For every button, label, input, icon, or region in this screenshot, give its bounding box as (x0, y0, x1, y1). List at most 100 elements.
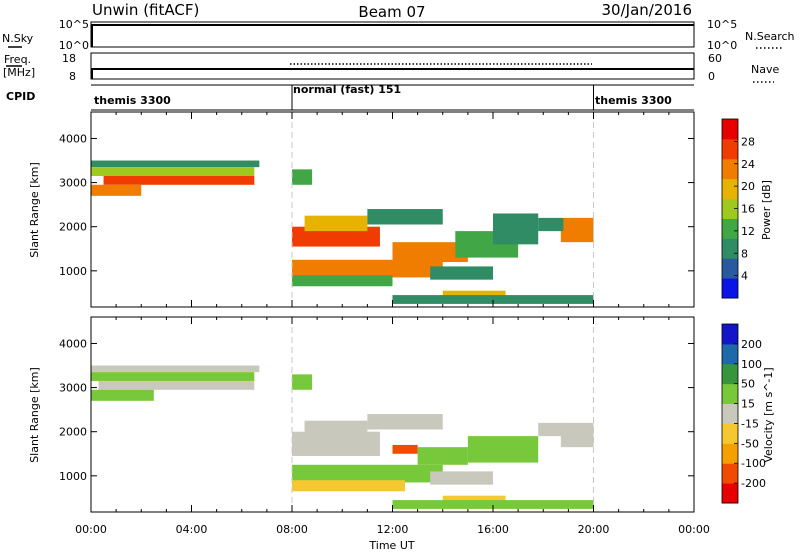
data-region (392, 500, 594, 509)
data-region (98, 380, 255, 390)
colorbar-tick-label: 15 (741, 398, 755, 411)
beam-title: Beam 07 (358, 3, 425, 21)
colorbar-swatch (722, 119, 738, 140)
data-region (91, 184, 142, 196)
data-region (292, 480, 406, 492)
data-region (91, 160, 260, 168)
cpid-dividers (291, 85, 594, 110)
data-region (538, 217, 564, 232)
time-axis-title: Time UT (368, 539, 414, 552)
power-colorbar: 28 24 20 16 12 8 4 (721, 118, 755, 299)
data-region (292, 275, 393, 287)
data-region (417, 447, 468, 465)
colorbar-swatch (722, 178, 738, 200)
power-cells (91, 160, 594, 304)
colorbar-swatch (722, 278, 738, 299)
colorbar-swatch (722, 343, 738, 365)
velocity-y-ticks: 1000 2000 3000 4000 (59, 337, 694, 483)
cpid-segment-2: normal (fast) 151 (293, 83, 401, 96)
data-region (367, 414, 443, 430)
freq-tick-top: 18 (62, 52, 76, 65)
data-region (560, 217, 594, 243)
colorbar-swatch (722, 138, 738, 160)
colorbar-tick-label: 50 (741, 378, 755, 391)
y-tick-label: 3000 (59, 177, 87, 190)
cpid-label: CPID (6, 90, 35, 103)
nsky-tick-top: 10^5 (59, 18, 89, 31)
colorbar-swatch (722, 198, 738, 219)
colorbar-tick-label: 16 (741, 203, 755, 216)
colorbar-tick-label: 12 (741, 225, 755, 238)
nave-tick-top: 60 (708, 52, 722, 65)
data-region (560, 422, 594, 448)
colorbar-swatch (722, 158, 738, 180)
colorbar-tick-label: -50 (741, 437, 759, 450)
nsearch-tick-top: 10^5 (707, 18, 737, 31)
freq-tick-bottom: 8 (69, 70, 76, 83)
power-colorbar-label: Power [dB] (760, 180, 773, 240)
colorbar-swatch (722, 238, 738, 259)
data-region (292, 169, 313, 185)
data-region (292, 431, 380, 456)
colorbar-swatch (722, 403, 738, 424)
velocity-cells (91, 365, 594, 509)
x-tick-label: 16:00 (477, 523, 509, 536)
x-tick-label: 00:00 (678, 523, 710, 536)
data-region (538, 422, 564, 437)
date-title: 30/Jan/2016 (602, 1, 693, 19)
y-tick-label: 2000 (59, 426, 87, 439)
freq-unit-label: [MHz] (3, 66, 35, 79)
colorbar-swatch (722, 383, 738, 405)
power-dividers (291, 112, 594, 307)
data-region (467, 436, 539, 463)
cpid-segment-1: themis 3300 (94, 94, 171, 107)
data-region (103, 175, 255, 185)
data-region (392, 295, 594, 304)
colorbar-tick-label: 24 (741, 158, 755, 171)
power-y-label: Slant Range [km] (28, 162, 41, 258)
colorbar-tick-label: 100 (741, 358, 762, 371)
data-region (91, 389, 154, 401)
colorbar-swatch (722, 218, 738, 239)
colorbar-swatch (722, 363, 738, 385)
colorbar-tick-label: 4 (741, 270, 748, 283)
colorbar-swatch (722, 423, 738, 444)
data-region (91, 372, 255, 381)
data-region (430, 266, 493, 280)
colorbar-tick-label: 8 (741, 247, 748, 260)
colorbar-swatch (722, 463, 738, 484)
velocity-colorbar-label: Velocity [m s^-1] (762, 367, 775, 462)
colorbar-tick-label: -15 (741, 417, 759, 430)
x-tick-label: 12:00 (377, 523, 409, 536)
colorbar-tick-label: 200 (741, 338, 762, 351)
y-tick-label: 1000 (59, 470, 87, 483)
x-tick-label: 00:00 (75, 523, 107, 536)
data-region (430, 471, 493, 485)
nsky-strip: N.Sky 10^5 10^0 10^5 10^0 N.Search (2, 18, 795, 52)
data-region (392, 444, 418, 454)
freq-strip-frame (90, 52, 695, 80)
data-region (292, 374, 313, 390)
data-region (493, 213, 539, 245)
nave-label: Nave (751, 63, 779, 76)
power-x-ticks (90, 112, 695, 307)
cpid-strip: CPID themis 3300 normal (fast) 151 themi… (6, 83, 694, 111)
colorbar-swatch (722, 443, 738, 464)
velocity-panel: 1000 2000 3000 4000 Slant Range [km] 200 100… (28, 316, 775, 513)
colorbar-swatch (722, 258, 738, 279)
y-tick-label: 4000 (59, 337, 87, 350)
freq-label: Freq. (4, 53, 31, 66)
colorbar-frame (721, 323, 739, 504)
colorbar-tick-label: 28 (741, 135, 755, 148)
colorbar-tick-label: -100 (741, 457, 766, 470)
data-region (304, 420, 368, 434)
data-region (292, 464, 443, 483)
freq-strip: Freq. [MHz] 18 8 60 0 Nave (3, 52, 779, 83)
power-y-ticks: 1000 2000 3000 4000 (59, 132, 694, 278)
velocity-colorbar: 200 100 50 15 -15 -50 -100 -200 (721, 323, 766, 504)
station-title: Unwin (fitACF) (92, 1, 199, 19)
data-region (292, 259, 443, 278)
nsky-tick-bottom: 10^0 (59, 39, 89, 52)
data-region (91, 167, 255, 176)
